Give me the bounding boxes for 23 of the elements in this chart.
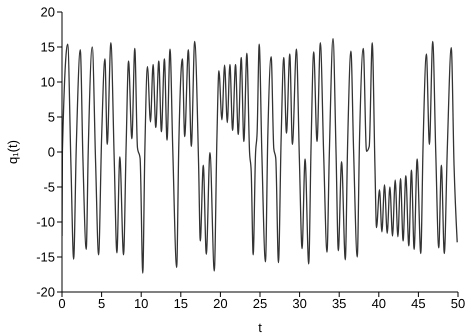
x-tick-label: 30	[292, 296, 307, 312]
x-tick-label: 20	[213, 296, 228, 312]
y-tick-label: 20	[40, 4, 55, 20]
y-tick-label: -5	[43, 180, 55, 195]
x-tick-label: 25	[252, 296, 268, 312]
x-axis-title: t	[258, 320, 262, 334]
x-tick-label: 15	[174, 296, 188, 312]
y-tick-label: 5	[48, 110, 55, 125]
y-tick-label: 0	[48, 144, 55, 160]
y-axis-title: q₁(t)	[4, 140, 20, 164]
x-tick-label: 0	[58, 296, 66, 312]
y-tick-label: -15	[36, 250, 55, 265]
y-tick-label: -20	[36, 284, 55, 300]
x-tick-label: 45	[411, 296, 426, 312]
x-tick-label: 40	[372, 296, 386, 312]
x-tick-label: 5	[98, 296, 106, 312]
x-tick-label: 10	[134, 296, 148, 312]
y-tick-label: 10	[40, 74, 55, 90]
x-tick-label: 35	[332, 296, 346, 312]
line-series	[62, 38, 458, 274]
y-tick-label: -10	[36, 214, 55, 230]
x-tick-label: 50	[450, 296, 466, 312]
y-tick-label: 15	[40, 40, 55, 55]
